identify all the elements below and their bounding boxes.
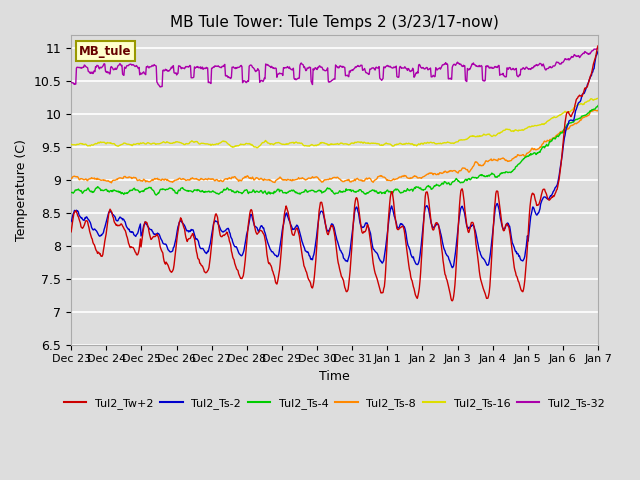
Y-axis label: Temperature (C): Temperature (C) (15, 139, 28, 241)
X-axis label: Time: Time (319, 370, 350, 383)
Title: MB Tule Tower: Tule Temps 2 (3/23/17-now): MB Tule Tower: Tule Temps 2 (3/23/17-now… (170, 15, 499, 30)
Text: MB_tule: MB_tule (79, 45, 132, 58)
Legend: Tul2_Tw+2, Tul2_Ts-2, Tul2_Ts-4, Tul2_Ts-8, Tul2_Ts-16, Tul2_Ts-32: Tul2_Tw+2, Tul2_Ts-2, Tul2_Ts-4, Tul2_Ts… (60, 394, 609, 413)
